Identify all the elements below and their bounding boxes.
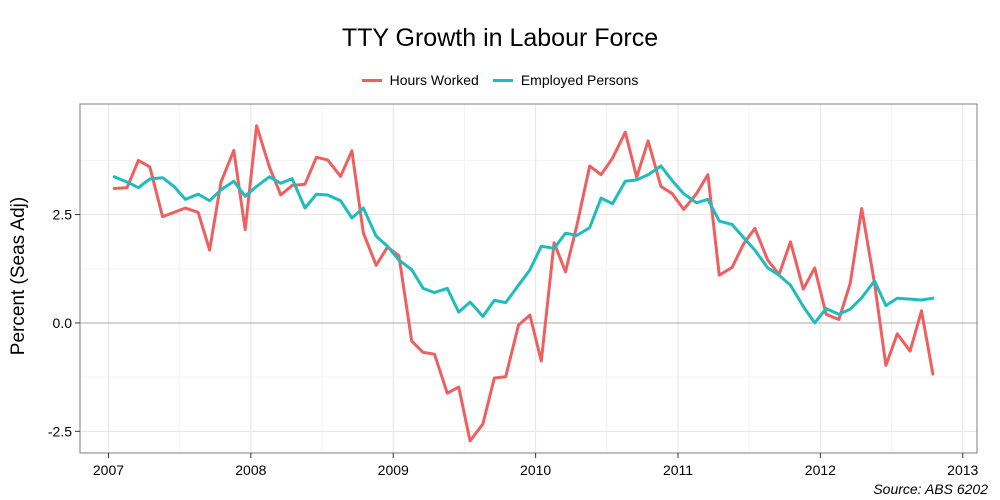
y-tick-label: 0.0 (53, 315, 73, 331)
source-note: Source: ABS 6202 (873, 481, 988, 497)
y-tick-label: -2.5 (48, 423, 72, 439)
x-tick-label: 2010 (520, 462, 551, 478)
legend-label-hours-worked: Hours Worked (389, 72, 479, 88)
x-tick-label: 2009 (378, 462, 409, 478)
legend-label-employed-persons: Employed Persons (520, 72, 639, 88)
chart-title: TTY Growth in Labour Force (341, 24, 659, 52)
series-line-employed-persons (112, 164, 935, 325)
x-tick-label: 2008 (235, 462, 266, 478)
x-tick-label: 2007 (93, 462, 124, 478)
legend-swatch-hours-worked (361, 78, 382, 82)
x-tick-label: 2011 (663, 462, 693, 478)
plot-panel (80, 104, 977, 453)
x-tick-label: 2013 (947, 462, 978, 478)
legend: Hours Worked Employed Persons (0, 72, 1000, 88)
series-line-hours-worked (112, 124, 935, 443)
y-tick-label: 2.5 (53, 207, 73, 223)
x-tick-label: 2012 (805, 462, 836, 478)
legend-item-employed-persons: Employed Persons (492, 72, 639, 88)
legend-swatch-employed-persons (492, 78, 513, 82)
plot-border (79, 103, 978, 454)
legend-item-hours-worked: Hours Worked (361, 72, 479, 88)
